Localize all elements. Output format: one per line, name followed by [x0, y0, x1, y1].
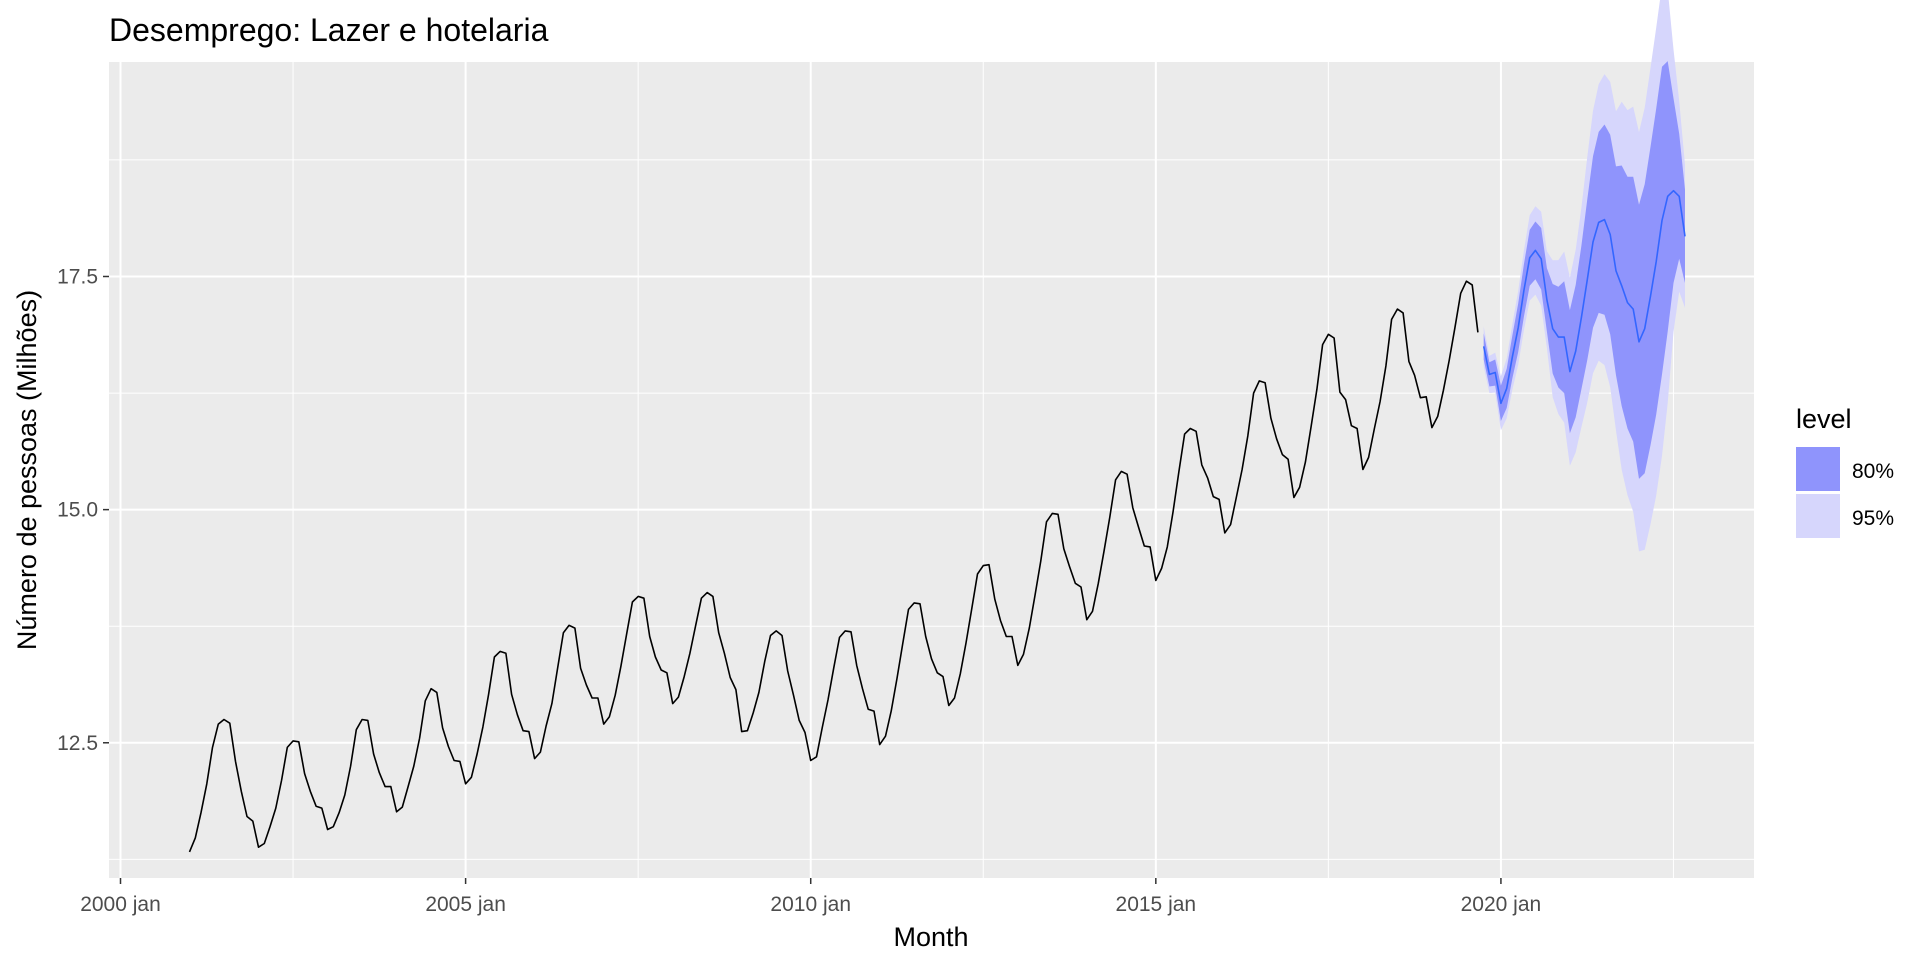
history-line [188, 280, 1479, 853]
legend-key-80 [1796, 447, 1840, 491]
chart-title: Desemprego: Lazer e hotelaria [109, 12, 549, 48]
x-axis-ticks: 2000 jan 2005 jan 2010 jan 2015 jan 2020 jan [80, 878, 1541, 916]
y-axis-ticks: 12.5 15.0 17.5 [57, 265, 109, 755]
legend: level 80% 95% [1796, 404, 1894, 538]
y-tick-label: 12.5 [57, 732, 98, 755]
legend-title: level [1796, 404, 1852, 434]
x-tick-label: 2005 jan [425, 893, 506, 916]
y-tick-label: 15.0 [57, 499, 98, 522]
x-tick-label: 2010 jan [770, 893, 851, 916]
series-lines [188, 189, 1686, 853]
legend-label-95: 95% [1852, 507, 1894, 530]
x-axis-title: Month [893, 922, 968, 952]
y-tick-label: 17.5 [57, 265, 98, 288]
y-axis-title: Número de pessoas (Milhões) [12, 290, 42, 650]
x-tick-label: 2015 jan [1116, 893, 1197, 916]
forecast-mean-line [1482, 189, 1686, 405]
legend-key-95 [1796, 494, 1840, 538]
legend-label-80: 80% [1852, 460, 1894, 483]
x-tick-label: 2020 jan [1461, 893, 1542, 916]
x-tick-label: 2000 jan [80, 893, 161, 916]
band-80 [1483, 61, 1685, 479]
plot-panel [109, 62, 1754, 878]
forecast-interval-80 [1483, 61, 1685, 479]
grid-lines [109, 62, 1754, 878]
